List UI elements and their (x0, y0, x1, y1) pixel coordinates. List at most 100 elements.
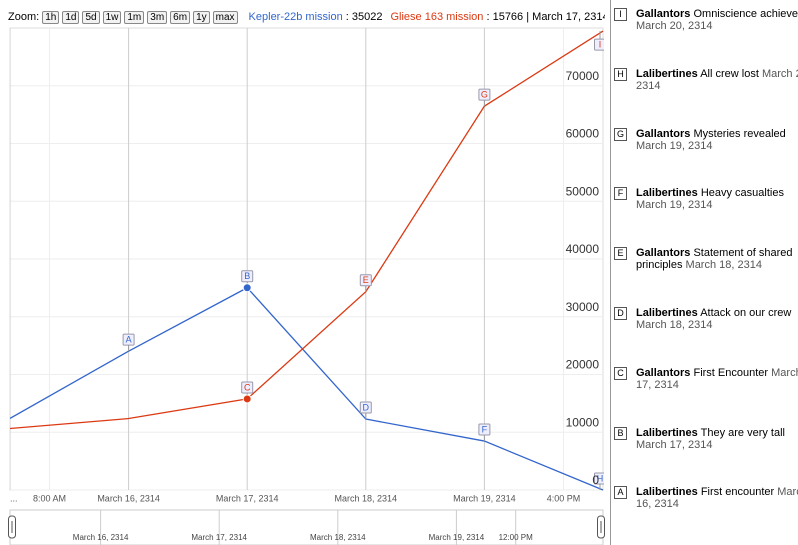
zoom-button[interactable]: 6m (170, 10, 191, 24)
x-tick-label: March 18, 2314 (335, 493, 398, 503)
zoom-button[interactable]: 1h (42, 10, 60, 24)
annotation-letter: E (614, 247, 627, 261)
flag (359, 274, 372, 287)
flag (478, 88, 491, 101)
zoom-buttons: 1h 1d 5d 1w 1m 3m 6m 1y max (42, 10, 240, 24)
annotation-body: Gallantors Mysteries revealed March 19, … (636, 128, 798, 152)
y-tick-label: 10000 (566, 415, 600, 429)
annotation-letter: H (614, 67, 627, 81)
annotation-title: Lalibertines (636, 187, 698, 200)
annotation-text: Mysteries revealed (693, 127, 786, 140)
series-line (10, 30, 604, 430)
x-tick-label: 8:00 AM (33, 493, 66, 503)
zoom-label: Zoom: (8, 11, 40, 23)
legend-date: March 17, 2314 (532, 11, 605, 23)
annotation-text: They are very tall (700, 426, 785, 439)
annotation-body: Gallantors Statement of shared principle… (636, 247, 798, 271)
annotation-date: March 17, 2314 (636, 438, 713, 451)
annotation-title: Gallantors (636, 127, 691, 140)
x-tick-label: March 19, 2314 (453, 493, 516, 503)
annotation-letter: F (614, 187, 627, 201)
flag-letter: B (244, 271, 250, 281)
annotation-title: Lalibertines (636, 426, 698, 439)
annotation-title: Gallantors (636, 8, 691, 20)
navigator-label: March 17, 2314 (191, 533, 247, 542)
flag (241, 270, 254, 283)
annotation-date: March 20, 2314 (636, 20, 713, 32)
annotation-date: March 18, 2314 (636, 319, 713, 331)
y-tick-label: 30000 (566, 300, 600, 314)
navigator-label: March 16, 2314 (73, 533, 129, 542)
y-tick-label: 70000 (566, 69, 600, 83)
annotation-title: Lalibertines (636, 67, 698, 80)
chart: A B D F H C E G I 0 10000 20000 30000 40000 50000 6000… (8, 27, 605, 545)
y-tick-label: 0 (592, 473, 599, 487)
annotation-date: March 19, 2314 (636, 199, 713, 212)
annotation-body: Lalibertines All crew lost March 20, 231… (636, 68, 798, 92)
annotation-letter: G (614, 127, 627, 141)
annotation-text: Omniscience achieved (693, 8, 798, 20)
zoom-button[interactable]: 5d (82, 10, 100, 24)
zoom-button[interactable]: 1m (124, 10, 145, 24)
y-tick-label: 20000 (566, 358, 600, 372)
x-tick-label: March 17, 2314 (216, 493, 279, 503)
annotation-text: Heavy casualties (700, 187, 784, 200)
navigator (9, 509, 604, 545)
annotation-text: First encounter (700, 486, 775, 499)
annotation-body: Lalibertines Heavy casualties March 19, … (636, 187, 798, 211)
legend-name: Gliese 163 mission (390, 11, 484, 23)
legend-value: 15766 (492, 11, 524, 23)
x-tick-label: ... (10, 493, 18, 503)
y-tick-label: 50000 (566, 184, 600, 198)
annotation-text: Statement of shared principles (636, 247, 793, 272)
annotation-body: Gallantors First Encounter March 17, 231… (636, 367, 798, 391)
zoom-button[interactable]: 1w (102, 10, 122, 24)
zoom-button[interactable]: max (212, 10, 238, 24)
navigator-label: March 18, 2314 (310, 533, 366, 542)
toolbar: Zoom: 1h 1d 5d 1w 1m 3m 6m 1y max Kepler-22b mis… (0, 8, 605, 26)
annotation-body: Gallantors Omniscience achieved March 20… (636, 8, 798, 32)
annotation-date: March 20, 2314 (636, 67, 798, 92)
flag-letter: E (363, 275, 369, 285)
annotation-date: March 18, 2314 (685, 259, 762, 272)
flag-letter: I (599, 39, 602, 49)
flag (478, 423, 491, 436)
flag (359, 401, 372, 414)
annotation-letter: C (614, 366, 627, 380)
point (242, 283, 252, 293)
y-tick-label: 40000 (566, 242, 600, 256)
flag (122, 333, 135, 346)
annotation-letter: A (614, 486, 627, 500)
flag (594, 38, 604, 51)
legend-value: 35022 (351, 11, 383, 23)
annotation-letter: B (614, 426, 627, 440)
x-tick-label: March 16, 2314 (97, 493, 160, 503)
annotation-letter: I (614, 8, 627, 21)
x-tick-label: 4:00 PM (547, 493, 581, 503)
annotation-body: Lalibertines They are very tall March 17… (636, 427, 798, 451)
annotation-date: March 16, 2314 (636, 486, 798, 511)
annotation-title: Gallantors (636, 247, 691, 260)
annotation-date: March 19, 2314 (636, 139, 713, 152)
flag (241, 381, 254, 394)
point (242, 394, 252, 404)
flag-letter: G (481, 90, 488, 100)
annotation-text: All crew lost (700, 67, 759, 80)
flag-letter: C (244, 382, 251, 392)
annotation-title: Lalibertines (636, 307, 698, 319)
navigator-label: 12:00 PM (499, 533, 534, 542)
annotation-body: Lalibertines First encounter March 16, 2… (636, 486, 798, 510)
annotation-letter: D (614, 307, 627, 320)
navigator-label: March 19, 2314 (429, 533, 485, 542)
annotation-date: March 17, 2314 (636, 366, 798, 391)
y-tick-label: 60000 (566, 127, 600, 141)
zoom-button[interactable]: 3m (147, 10, 168, 24)
flag-letter: H (597, 473, 604, 483)
zoom-button[interactable]: 1y (193, 10, 210, 24)
annotation-text: First Encounter (693, 366, 769, 379)
annotation-title: Gallantors (636, 366, 691, 379)
flag (594, 472, 604, 485)
legend-name: Kepler-22b mission (248, 11, 343, 23)
zoom-button[interactable]: 1d (62, 10, 80, 24)
annotation-panel: I Gallantors Omniscience achieved March 2… (610, 0, 798, 545)
